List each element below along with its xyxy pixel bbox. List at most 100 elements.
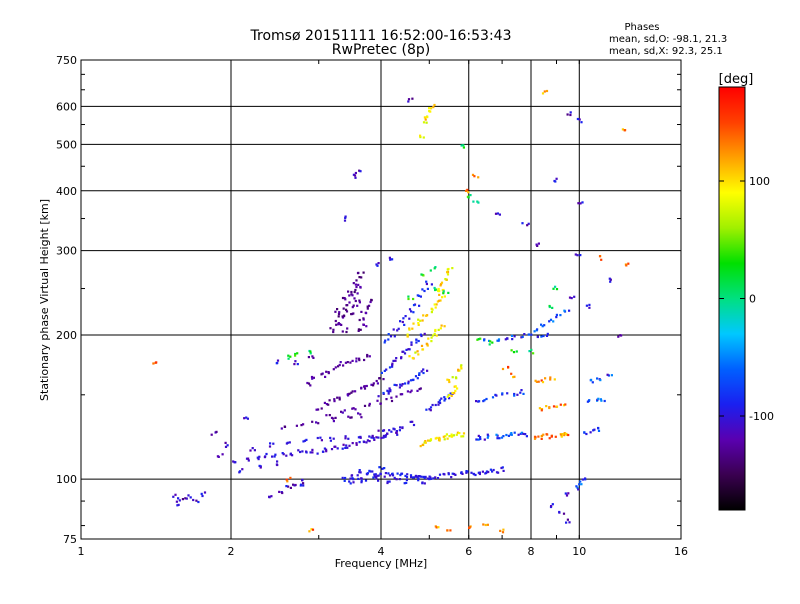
data-point bbox=[401, 320, 404, 324]
data-point bbox=[447, 472, 450, 475]
data-point bbox=[371, 434, 374, 437]
data-point bbox=[443, 295, 446, 298]
data-point bbox=[391, 364, 394, 367]
data-point bbox=[184, 497, 187, 500]
x-tick-label: 4 bbox=[378, 545, 385, 558]
data-point bbox=[258, 464, 261, 467]
data-point bbox=[424, 441, 427, 444]
data-point bbox=[341, 296, 345, 300]
data-point bbox=[451, 391, 454, 394]
data-point bbox=[189, 496, 192, 499]
data-point bbox=[281, 491, 284, 495]
data-point bbox=[332, 437, 335, 440]
data-point bbox=[450, 435, 453, 438]
data-point bbox=[412, 322, 415, 325]
data-point bbox=[442, 292, 445, 295]
data-point bbox=[550, 505, 553, 508]
data-point bbox=[419, 295, 422, 298]
data-point bbox=[311, 377, 314, 380]
data-point bbox=[607, 374, 610, 377]
data-point bbox=[467, 196, 470, 199]
data-point bbox=[461, 472, 464, 475]
data-point bbox=[344, 437, 347, 440]
data-point bbox=[534, 436, 537, 439]
data-point bbox=[374, 475, 377, 478]
data-point bbox=[337, 315, 340, 318]
data-point bbox=[406, 335, 409, 338]
data-point bbox=[427, 439, 430, 442]
data-point bbox=[412, 297, 415, 301]
data-point bbox=[533, 330, 536, 333]
data-point bbox=[325, 448, 328, 451]
data-point bbox=[357, 477, 360, 480]
data-point bbox=[560, 434, 563, 437]
colorbar-tick-label: -100 bbox=[749, 410, 774, 423]
data-point bbox=[271, 455, 274, 458]
data-point bbox=[541, 381, 545, 384]
data-point bbox=[372, 382, 375, 385]
data-point bbox=[407, 295, 410, 298]
data-point bbox=[351, 442, 354, 445]
data-point bbox=[491, 341, 494, 344]
data-point bbox=[429, 406, 433, 409]
grid-lines bbox=[81, 60, 681, 539]
data-point bbox=[350, 290, 353, 294]
data-point bbox=[597, 426, 600, 430]
data-point bbox=[425, 314, 428, 317]
data-point bbox=[446, 529, 449, 532]
data-point bbox=[359, 170, 362, 173]
data-point bbox=[375, 477, 378, 480]
data-point bbox=[415, 338, 418, 341]
data-point bbox=[224, 441, 227, 444]
data-point bbox=[347, 415, 350, 418]
data-point bbox=[449, 392, 452, 395]
data-point bbox=[502, 435, 505, 438]
data-point bbox=[599, 398, 602, 401]
data-point bbox=[507, 365, 510, 369]
data-point bbox=[435, 526, 438, 529]
data-point bbox=[354, 288, 357, 292]
data-point bbox=[337, 322, 340, 325]
data-point bbox=[468, 526, 471, 529]
data-point bbox=[391, 362, 394, 365]
data-point bbox=[410, 310, 413, 313]
data-point bbox=[535, 243, 538, 246]
data-point bbox=[177, 503, 180, 506]
data-point bbox=[332, 328, 335, 331]
data-point bbox=[356, 292, 359, 295]
data-point bbox=[553, 378, 556, 381]
data-point bbox=[460, 367, 463, 370]
data-point bbox=[391, 474, 395, 477]
data-point bbox=[541, 92, 545, 95]
data-point bbox=[317, 422, 320, 425]
data-point bbox=[365, 384, 368, 388]
data-point bbox=[380, 436, 383, 440]
data-point bbox=[358, 276, 361, 279]
data-point bbox=[320, 407, 323, 410]
data-point bbox=[382, 391, 385, 395]
data-point bbox=[299, 484, 302, 487]
data-point bbox=[295, 424, 298, 427]
data-point bbox=[404, 382, 407, 385]
x-tick-label: 8 bbox=[528, 545, 535, 558]
data-point bbox=[375, 263, 378, 266]
data-point bbox=[334, 319, 337, 323]
data-point bbox=[559, 403, 562, 406]
data-point bbox=[399, 474, 402, 477]
data-point bbox=[496, 212, 499, 215]
data-point bbox=[429, 438, 433, 441]
data-point bbox=[545, 405, 548, 408]
data-point bbox=[346, 327, 349, 330]
data-point bbox=[175, 500, 178, 503]
data-point bbox=[551, 503, 554, 506]
data-point bbox=[384, 339, 387, 342]
data-point bbox=[309, 350, 312, 353]
data-point bbox=[419, 134, 422, 137]
data-point bbox=[538, 407, 541, 410]
data-point bbox=[407, 100, 410, 103]
data-point bbox=[424, 118, 427, 121]
data-point bbox=[370, 299, 373, 302]
data-point bbox=[215, 430, 218, 433]
data-point bbox=[155, 361, 158, 364]
